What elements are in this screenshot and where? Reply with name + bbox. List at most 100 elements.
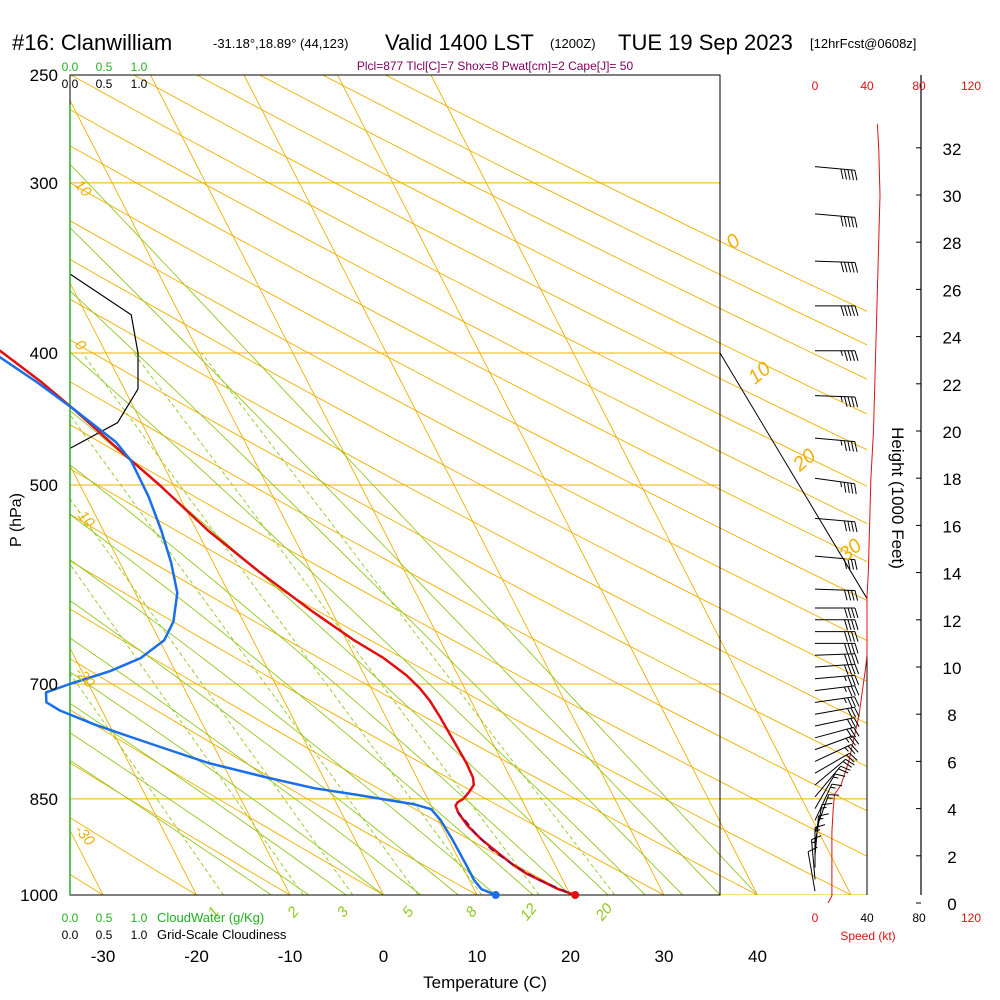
wind-barb-shaft bbox=[814, 804, 823, 845]
dewpoint-surface-marker bbox=[491, 891, 500, 899]
pressure-tick-label: 700 bbox=[30, 675, 58, 694]
moist-adiabat bbox=[70, 290, 684, 895]
wind-barb bbox=[814, 213, 858, 228]
wind-barb bbox=[814, 653, 859, 665]
wind-barb-flag bbox=[852, 735, 860, 745]
wind-barb-shaft bbox=[814, 744, 852, 762]
wind-barb-flag bbox=[851, 631, 855, 642]
height-tick-label: 12 bbox=[943, 612, 962, 631]
wind-barb-flag bbox=[847, 607, 852, 619]
dry-adiabat bbox=[70, 709, 384, 895]
moist-adiabat bbox=[70, 759, 272, 895]
wind-barb-flag bbox=[843, 698, 847, 704]
dry-adiabat bbox=[70, 339, 867, 768]
wind-barb bbox=[815, 642, 859, 654]
wind-barb-shaft bbox=[814, 735, 853, 751]
wind-barb-flag bbox=[840, 396, 843, 402]
wind-barb-flag bbox=[828, 794, 840, 796]
wind-barb-flag bbox=[854, 675, 860, 686]
wind-barb-shaft bbox=[814, 758, 846, 786]
wind-barb-shaft bbox=[814, 260, 856, 263]
wind-barb-flag bbox=[840, 168, 844, 180]
height-tick-label: 20 bbox=[943, 423, 962, 442]
wind-barb bbox=[814, 744, 859, 762]
wind-barb-flag bbox=[847, 521, 851, 532]
speed-axis-title: Speed (kt) bbox=[840, 929, 895, 943]
wind-barb-flag bbox=[844, 305, 848, 317]
wind-barb-flag bbox=[844, 619, 848, 630]
cloud-water-tick-label: 0.5 bbox=[96, 60, 113, 74]
wind-barb bbox=[815, 619, 859, 630]
wind-barb-flag bbox=[854, 696, 860, 707]
station-name: #16: Clanwilliam bbox=[12, 30, 172, 55]
wind-barb-flag bbox=[843, 676, 847, 682]
wind-barb-flag bbox=[854, 396, 859, 408]
moist-adiabat bbox=[70, 227, 721, 895]
wind-barb-flag bbox=[854, 441, 858, 452]
y-axis-title: P (hPa) bbox=[8, 493, 25, 547]
isotherm-label: -30 bbox=[71, 822, 98, 850]
dry-adiabat bbox=[70, 258, 867, 682]
height-tick-label: 6 bbox=[947, 753, 956, 772]
mixing-ratio-label: 5 bbox=[399, 903, 418, 921]
wind-barb-flag bbox=[851, 607, 855, 619]
wind-barb-flag bbox=[834, 773, 846, 777]
isotherm-label: 10 bbox=[71, 177, 95, 201]
pressure-tick-label: 500 bbox=[30, 476, 58, 495]
cloudiness-tick-label: 0.5 bbox=[96, 77, 113, 91]
height-tick-label: 28 bbox=[943, 234, 962, 253]
mixing-ratio-label: 3 bbox=[334, 903, 353, 921]
wind-barb-flag bbox=[843, 664, 849, 675]
cloudiness-tick-label: 0.5 bbox=[96, 928, 113, 942]
wind-barb-flag bbox=[850, 718, 857, 728]
wind-barb-flag bbox=[851, 653, 856, 664]
wind-barb-flag bbox=[840, 261, 845, 273]
speed-tick-label: 40 bbox=[860, 79, 874, 93]
grid-lines bbox=[0, 75, 867, 895]
forecast-run: [12hrFcst@0608z] bbox=[810, 36, 916, 51]
mixing-ratio-line bbox=[201, 352, 616, 895]
wind-barb-flag bbox=[847, 631, 852, 642]
wind-barb-flag bbox=[851, 619, 855, 630]
dry-adiabat bbox=[70, 109, 867, 524]
wind-barb-flag bbox=[843, 520, 847, 532]
wind-barb-flag bbox=[846, 729, 853, 739]
wind-barb-flag bbox=[847, 745, 856, 755]
cloud-water-tick-label: 0.0 bbox=[62, 911, 79, 925]
height-tick-label: 24 bbox=[943, 329, 962, 348]
temperature-surface-marker bbox=[571, 891, 580, 899]
wind-barb-flag bbox=[850, 685, 856, 696]
wind-barb bbox=[814, 260, 859, 273]
dry-adiabat bbox=[133, 75, 867, 451]
mixing-ratio-label: 8 bbox=[462, 903, 481, 921]
sounding-lines bbox=[0, 105, 580, 899]
wind-barb-flag bbox=[851, 262, 855, 273]
speed-tick-label: 120 bbox=[961, 911, 981, 925]
dry-adiabat bbox=[70, 468, 852, 895]
wind-barb-flag bbox=[847, 653, 852, 665]
isotherm bbox=[70, 99, 478, 895]
isotherm bbox=[0, 75, 10, 895]
wind-barb-shaft bbox=[807, 851, 816, 892]
speed-tick-label: 120 bbox=[961, 79, 981, 93]
height-tick-label: 0 bbox=[947, 895, 956, 914]
isotherm-label: -10 bbox=[71, 504, 98, 532]
wind-barb-shaft bbox=[814, 588, 856, 591]
wind-barb-flag bbox=[854, 607, 859, 619]
dry-adiabat bbox=[70, 513, 758, 895]
isotherm-label: 0 bbox=[722, 230, 745, 254]
dry-adiabat bbox=[259, 75, 867, 380]
wind-barb-flag bbox=[850, 664, 856, 675]
wind-barb-flag bbox=[854, 559, 858, 570]
isotherm bbox=[337, 75, 758, 895]
isotherm-label: 0 bbox=[71, 337, 90, 355]
wind-speed-profile bbox=[827, 124, 881, 904]
pressure-tick-label: 400 bbox=[30, 344, 58, 363]
dry-adiabat bbox=[70, 75, 867, 487]
cloud-water-tick-label: 0.0 bbox=[62, 60, 79, 74]
wind-barb-flag bbox=[844, 396, 848, 407]
dry-adiabat bbox=[70, 424, 867, 857]
wind-barb-flag bbox=[854, 631, 859, 642]
wind-barb-flag bbox=[845, 738, 850, 743]
wind-barb-flag bbox=[851, 305, 855, 317]
